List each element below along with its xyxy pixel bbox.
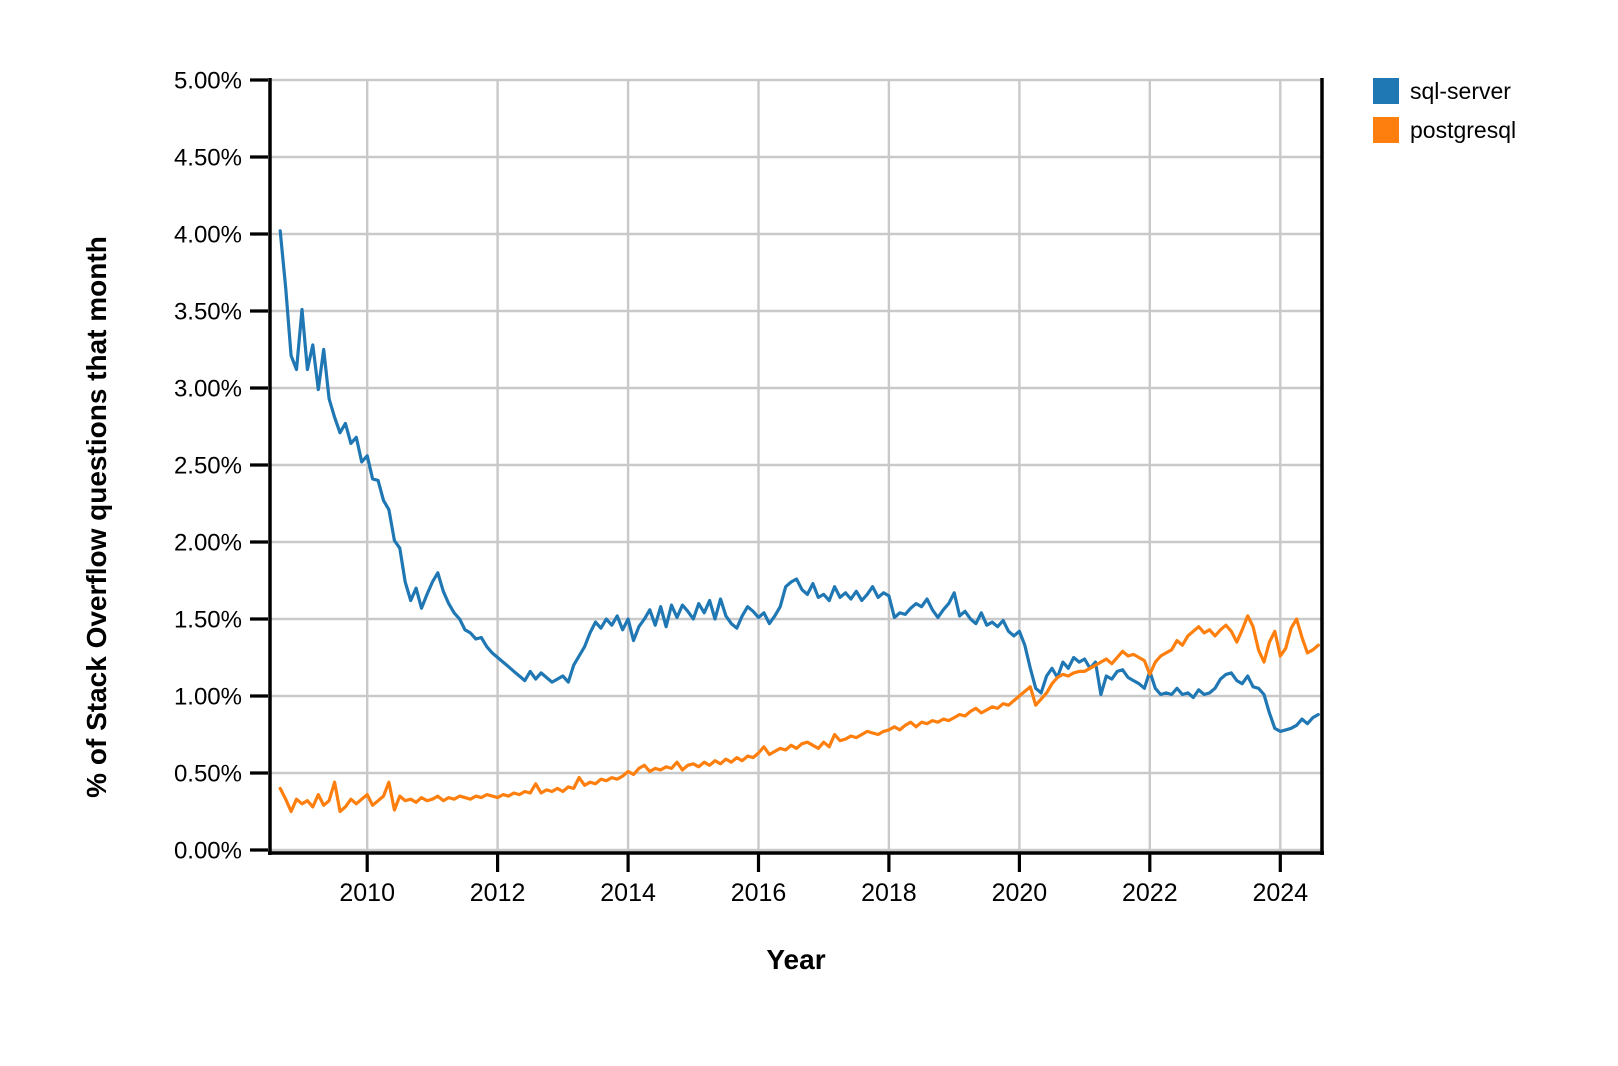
- y-tick-label: 1.50%: [174, 607, 242, 634]
- legend-label-postgresql: postgresql: [1410, 117, 1517, 143]
- legend: sql-server postgresql: [1373, 78, 1516, 143]
- postgresql-line: [278, 614, 1320, 814]
- x-tick-label: 2012: [470, 879, 526, 907]
- y-tick-label: 3.50%: [174, 299, 242, 326]
- x-axis-title: Year: [766, 944, 826, 975]
- legend-label-sql-server: sql-server: [1410, 78, 1511, 104]
- x-tick-label: 2022: [1122, 879, 1178, 907]
- x-tick-label: 2016: [731, 879, 787, 907]
- x-tick-label: 2010: [339, 879, 395, 907]
- y-tick-label: 2.00%: [174, 530, 242, 557]
- y-axis-title: % of Stack Overflow questions that month: [81, 236, 112, 798]
- legend-item-postgresql: postgresql: [1373, 117, 1516, 143]
- legend-swatch-postgresql-icon: [1373, 117, 1399, 143]
- x-tick-label: 2020: [992, 879, 1048, 907]
- y-tick-label: 3.00%: [174, 376, 242, 403]
- y-tick-label: 1.00%: [174, 684, 242, 711]
- x-tick-label: 2014: [600, 879, 656, 907]
- legend-swatch-sql-server-icon: [1373, 78, 1399, 104]
- legend-item-sql-server: sql-server: [1373, 78, 1516, 104]
- y-tick-label: 0.50%: [174, 761, 242, 788]
- y-tick-label: 0.00%: [174, 838, 242, 865]
- x-tick-label: 2024: [1252, 879, 1308, 907]
- sql-server-line: [278, 229, 1320, 734]
- y-tick-label: 5.00%: [174, 68, 242, 95]
- y-tick-label: 4.50%: [174, 145, 242, 172]
- y-tick-label: 4.00%: [174, 222, 242, 249]
- x-tick-label: 2018: [861, 879, 917, 907]
- y-tick-label: 2.50%: [174, 453, 242, 480]
